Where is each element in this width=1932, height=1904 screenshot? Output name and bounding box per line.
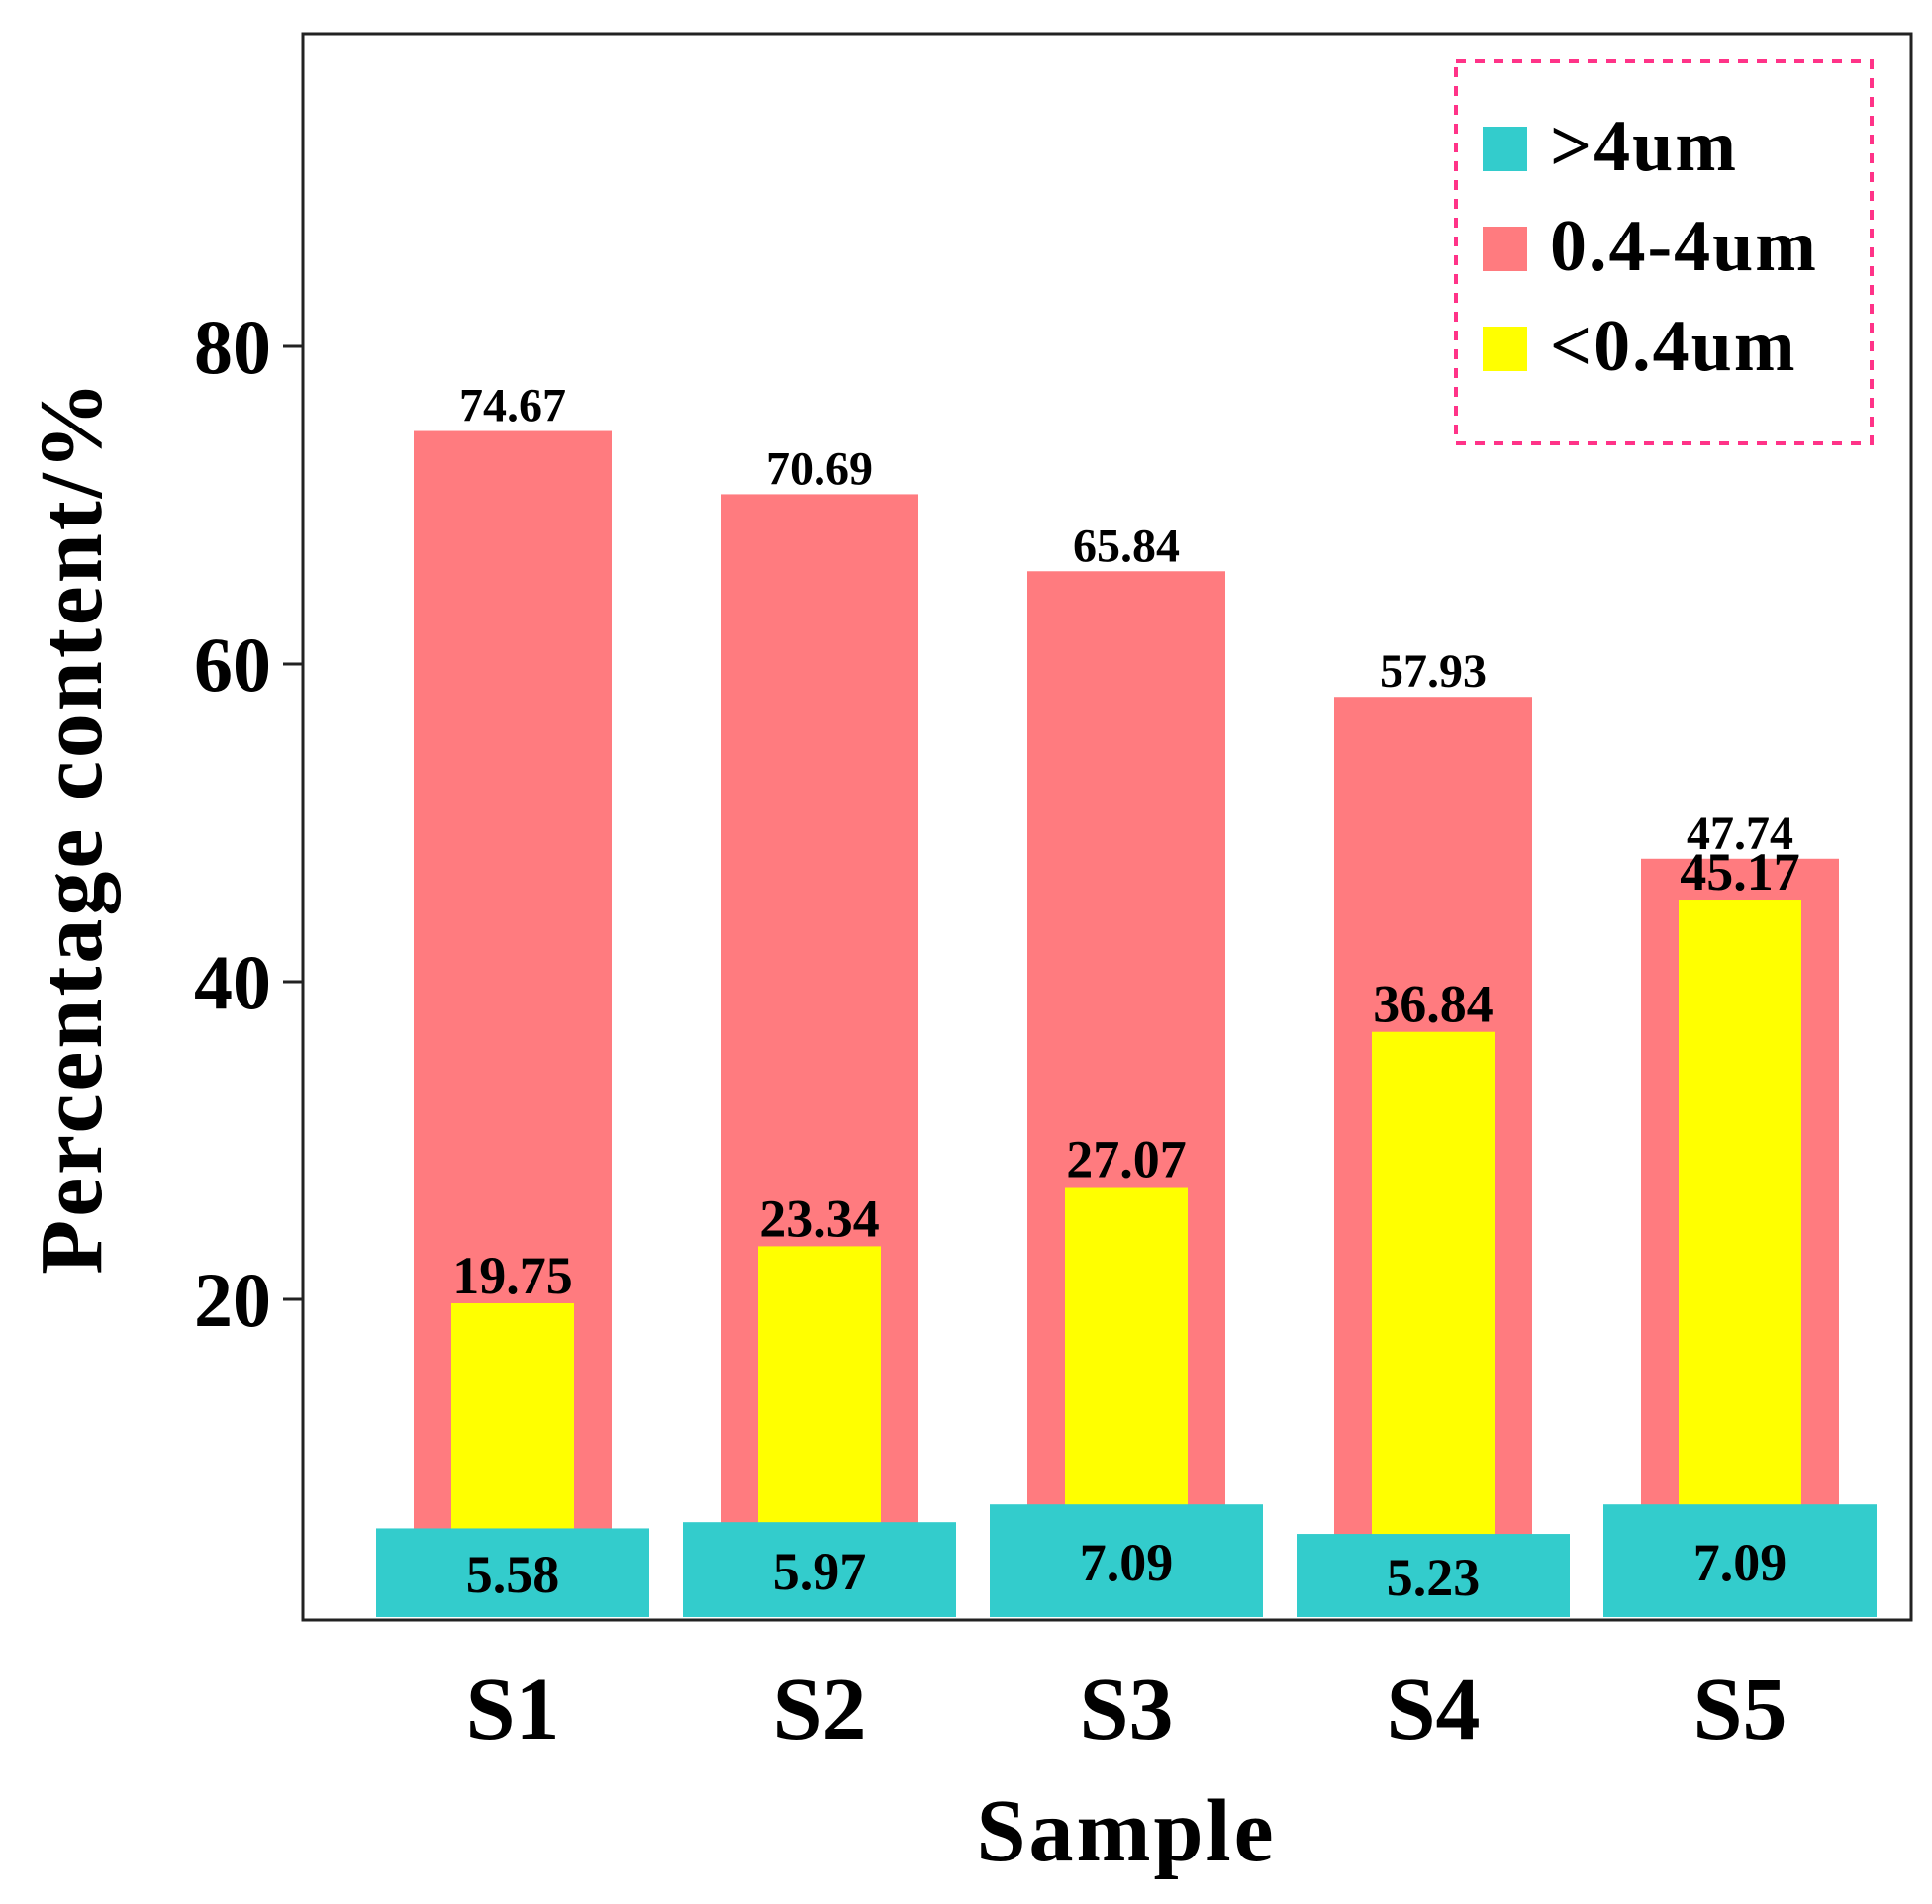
value-label-lt04um-s3: 27.07 (1066, 1130, 1187, 1190)
y-axis-title: Percentage content/% (23, 378, 121, 1275)
value-label-lt04um-s4: 36.84 (1373, 975, 1494, 1034)
bar-gt4um-s2 (683, 1522, 956, 1617)
x-tick-label-s5: S5 (1692, 1661, 1787, 1759)
value-label-gt4um-s4: 5.23 (1387, 1548, 1481, 1607)
bars-layer (376, 430, 1877, 1617)
legend-label-04-4um: 0.4-4um (1550, 206, 1818, 287)
legend-swatch-04-4um (1483, 227, 1527, 271)
legend: >4um 0.4-4um <0.4um (1454, 59, 1874, 445)
value-label-gt4um-s2: 5.97 (773, 1542, 867, 1601)
value-label-gt4um-s3: 7.09 (1080, 1533, 1174, 1592)
legend-label-gt4um: >4um (1550, 106, 1738, 187)
y-tick-label-60: 60 (194, 621, 271, 708)
value-label-04-4um-s4: 57.93 (1380, 645, 1487, 698)
bar-gt4um-s4 (1297, 1534, 1570, 1617)
x-axis-title: Sample (976, 1782, 1276, 1880)
value-label-gt4um-s5: 7.09 (1693, 1533, 1787, 1592)
value-label-lt04um-s1: 19.75 (452, 1246, 573, 1305)
x-tick-label-s1: S1 (465, 1661, 559, 1759)
legend-label-lt04um: <0.4um (1550, 306, 1796, 387)
bar-gt4um-s3 (990, 1504, 1263, 1617)
value-label-04-4um-s1: 74.67 (459, 380, 566, 432)
x-tick-label-s3: S3 (1079, 1661, 1173, 1759)
bar-lt04um-s5 (1679, 900, 1801, 1617)
y-axis-ticks: 20 40 60 80 (194, 304, 303, 1343)
value-label-lt04um-s5: 45.17 (1680, 842, 1800, 902)
y-tick-label-80: 80 (194, 304, 271, 390)
legend-swatch-gt4um (1483, 127, 1527, 171)
bar-gt4um-s5 (1603, 1504, 1877, 1617)
plot-frame (301, 32, 1913, 1622)
value-label-gt4um-s1: 5.58 (466, 1545, 560, 1604)
value-label-04-4um-s5: 47.74 (1687, 808, 1793, 860)
bar-lt04um-s4 (1372, 1031, 1495, 1617)
y-tick-label-20: 20 (194, 1257, 271, 1343)
legend-swatch-lt04um (1483, 327, 1527, 371)
value-label-04-4um-s3: 65.84 (1073, 520, 1180, 572)
x-tick-label-s2: S2 (772, 1661, 866, 1759)
x-tick-label-s4: S4 (1386, 1661, 1480, 1759)
value-labels-layer: 74.67 70.69 65.84 57.93 47.74 19.75 23.34 27.07… (452, 380, 1800, 1607)
legend-frame (1454, 59, 1874, 445)
bar-gt4um-s1 (376, 1528, 649, 1617)
x-axis-tick-labels: S1 S2 S3 S4 S5 (465, 1661, 1787, 1759)
y-tick-label-40: 40 (194, 939, 271, 1025)
value-label-04-4um-s2: 70.69 (766, 442, 873, 495)
value-label-lt04um-s2: 23.34 (759, 1189, 880, 1248)
